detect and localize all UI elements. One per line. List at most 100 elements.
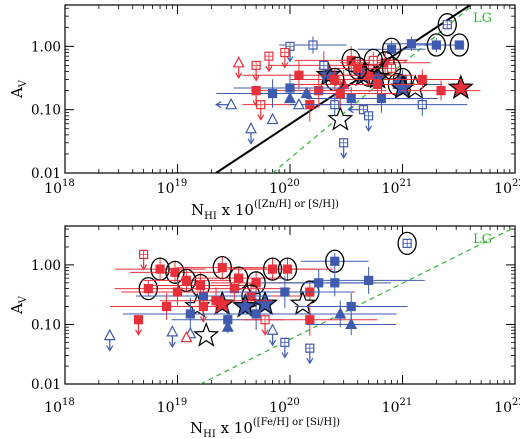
data-point [437,13,457,37]
square-marker [353,63,363,73]
upper-limit-arrow-head [306,357,314,365]
square-marker [229,283,239,294]
square-marker [314,278,324,288]
data-point [129,260,220,284]
upper-limit-arrow-head [261,329,269,336]
x-axis-label-sub: HI [204,211,217,222]
square-marker [251,86,261,96]
plot-area [103,226,515,384]
x-tick-exponent: 22 [512,178,520,189]
upper-limit-arrow-head [265,65,273,73]
x-tick-label: 10 [44,181,62,197]
data-point [232,56,245,79]
square-marker [161,301,172,312]
data-point [139,249,149,271]
square-marker [195,280,206,291]
square-marker [282,264,293,274]
data-point [280,337,290,359]
data-point [103,328,116,352]
triangle-marker [292,97,305,110]
data-point [377,93,468,117]
upper-limit-arrow-head [281,352,289,359]
triangle-marker [334,307,347,319]
x-tick-exponent: 19 [175,178,188,189]
square-marker [234,273,244,283]
x-tick-exponent: 20 [287,178,300,189]
y-tick-label: 0.01 [31,377,61,393]
data-point [327,105,354,131]
data-point [280,47,290,69]
square-marker [133,315,144,325]
y-axis-label-main: A [8,87,26,99]
circled-marker-ring [165,260,185,284]
data-point [180,330,193,343]
upper-limit-arrow-head [320,75,328,82]
triangle-marker [180,330,193,343]
x-axis-label-sup: ([Fe/H] or [Si/H]) [253,417,340,428]
upper-limit-arrow-head [257,114,265,121]
triangle-marker [266,323,279,335]
data-point [114,276,183,301]
y-tick-label: 1.00 [31,39,61,55]
data-point [305,343,315,365]
upper-limit-arrow-head [199,316,207,323]
y-axis-label: AV [8,79,29,99]
data-point [347,105,369,115]
x-axis-label-mid: x 10 [216,419,253,437]
data-point [198,301,209,323]
data-point [364,111,374,132]
triangle-marker [345,317,358,330]
data-point [266,323,279,347]
data-point [447,74,474,100]
plot-area [215,5,481,173]
square-marker [346,301,356,312]
data-point [251,60,261,82]
upper-limit-arrow-head [340,152,348,159]
lg-line-label: LG [473,11,492,26]
circled-marker-ring [449,33,469,57]
x-axis-label-main: N [190,419,203,437]
square-marker [285,83,295,93]
x-tick-label: 10 [494,400,512,416]
data-point [264,51,274,73]
x-tick-label: 10 [157,181,175,197]
square-marker [436,86,446,96]
lg-line-label: LG [473,232,492,247]
square-marker [346,93,356,104]
square-marker [211,296,221,306]
x-axis-label-sup: ([Zn/H] or [S/H]) [254,199,339,210]
circled-marker-ring [437,13,457,37]
data-point [312,266,425,294]
data-point [306,313,397,336]
square-marker [386,44,397,54]
x-axis-label: NHI x 10([Fe/H] or [Si/H]) [190,417,340,439]
star-marker [315,61,342,87]
triangle-marker [225,97,238,110]
data-point [256,100,266,121]
data-point [381,56,402,80]
triangle-marker [166,325,179,337]
data-point [284,91,296,104]
x-tick-label: 10 [157,400,175,416]
y-axis-label-main: A [8,303,26,315]
x-axis-label: NHI x 10([Zn/H] or [S/H]) [191,199,339,222]
square-marker [198,291,209,301]
square-marker [364,275,374,285]
square-marker [181,275,192,285]
x-tick-label: 10 [382,400,400,416]
data-point [289,290,316,316]
data-point [339,48,408,73]
data-point [121,278,234,306]
limit-arrow-head [215,101,222,109]
data-point [221,320,234,332]
data-point [217,275,353,309]
square-marker [406,39,417,49]
upper-limit-arrow-head [281,62,289,69]
data-point [244,121,257,145]
square-marker [217,263,227,273]
y-axis-label-sub: V [18,79,29,88]
triangle-marker [266,112,279,125]
square-marker [170,267,180,277]
x-tick-exponent: 22 [512,397,520,408]
